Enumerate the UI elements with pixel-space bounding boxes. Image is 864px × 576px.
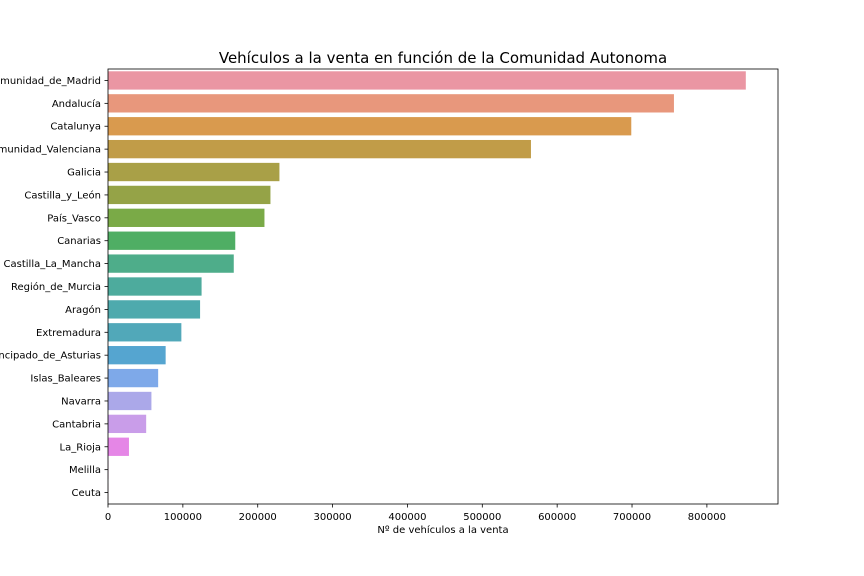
- category-label: Catalunya: [50, 122, 101, 133]
- bar: [108, 94, 674, 113]
- bar: [108, 277, 202, 296]
- bar: [108, 437, 129, 456]
- category-label: Comunidad_de_Madrid: [0, 76, 101, 87]
- x-axis-label: Nº de vehículos a la venta: [377, 524, 508, 536]
- x-tick-label: 200000: [239, 512, 277, 523]
- category-label: Galicia: [67, 168, 101, 179]
- category-label: Castilla_y_León: [24, 189, 101, 201]
- x-tick-label: 600000: [538, 512, 576, 523]
- x-tick-label: 500000: [463, 512, 501, 523]
- bar: [108, 323, 182, 342]
- bar: [108, 231, 236, 250]
- x-tick-label: 100000: [164, 512, 202, 523]
- bar: [108, 414, 147, 434]
- bar: [108, 117, 632, 136]
- category-label: Extremadura: [36, 328, 101, 339]
- x-tick-label: 800000: [688, 512, 726, 523]
- plot-frame: [107, 68, 779, 505]
- category-label: Región_de_Murcia: [11, 281, 101, 293]
- x-tick-label: 0: [105, 512, 111, 523]
- x-axis-ticks: 0 100000 200000 300000 400000 500000 600000 700…: [105, 504, 726, 523]
- category-label: La_Rioja: [60, 442, 101, 453]
- category-label: Cantabria: [52, 419, 101, 430]
- category-label: Andalucía: [52, 98, 101, 110]
- bar: [108, 208, 265, 227]
- bar: [108, 162, 280, 182]
- category-label: Aragón: [65, 304, 101, 316]
- category-label: Navarra: [61, 396, 101, 407]
- chart-title: Vehículos a la venta en función de la Co…: [219, 49, 667, 67]
- bar: [108, 139, 531, 159]
- x-tick-label: 400000: [388, 512, 426, 523]
- bars: [108, 71, 746, 502]
- bar: [108, 391, 152, 411]
- bar: [108, 300, 201, 319]
- category-label: Melilla: [69, 465, 101, 476]
- bar: [108, 185, 271, 205]
- category-label: Canarias: [57, 236, 101, 247]
- x-tick-label: 300000: [313, 512, 351, 523]
- category-label: Comunidad_Valenciana: [0, 145, 101, 156]
- category-label: País_Vasco: [47, 212, 101, 224]
- category-labels: Comunidad_de_Madrid Andalucía Catalunya Com…: [0, 76, 108, 499]
- category-label: Principado_de_Asturias: [0, 351, 101, 362]
- x-tick-label: 700000: [613, 512, 651, 523]
- category-label: Ceuta: [71, 488, 101, 499]
- bar: [108, 368, 159, 388]
- category-label: Islas_Baleares: [30, 374, 101, 385]
- bar: [108, 346, 166, 365]
- category-label: Castilla_La_Mancha: [4, 259, 101, 270]
- bar: [108, 71, 746, 90]
- bar: [108, 254, 234, 273]
